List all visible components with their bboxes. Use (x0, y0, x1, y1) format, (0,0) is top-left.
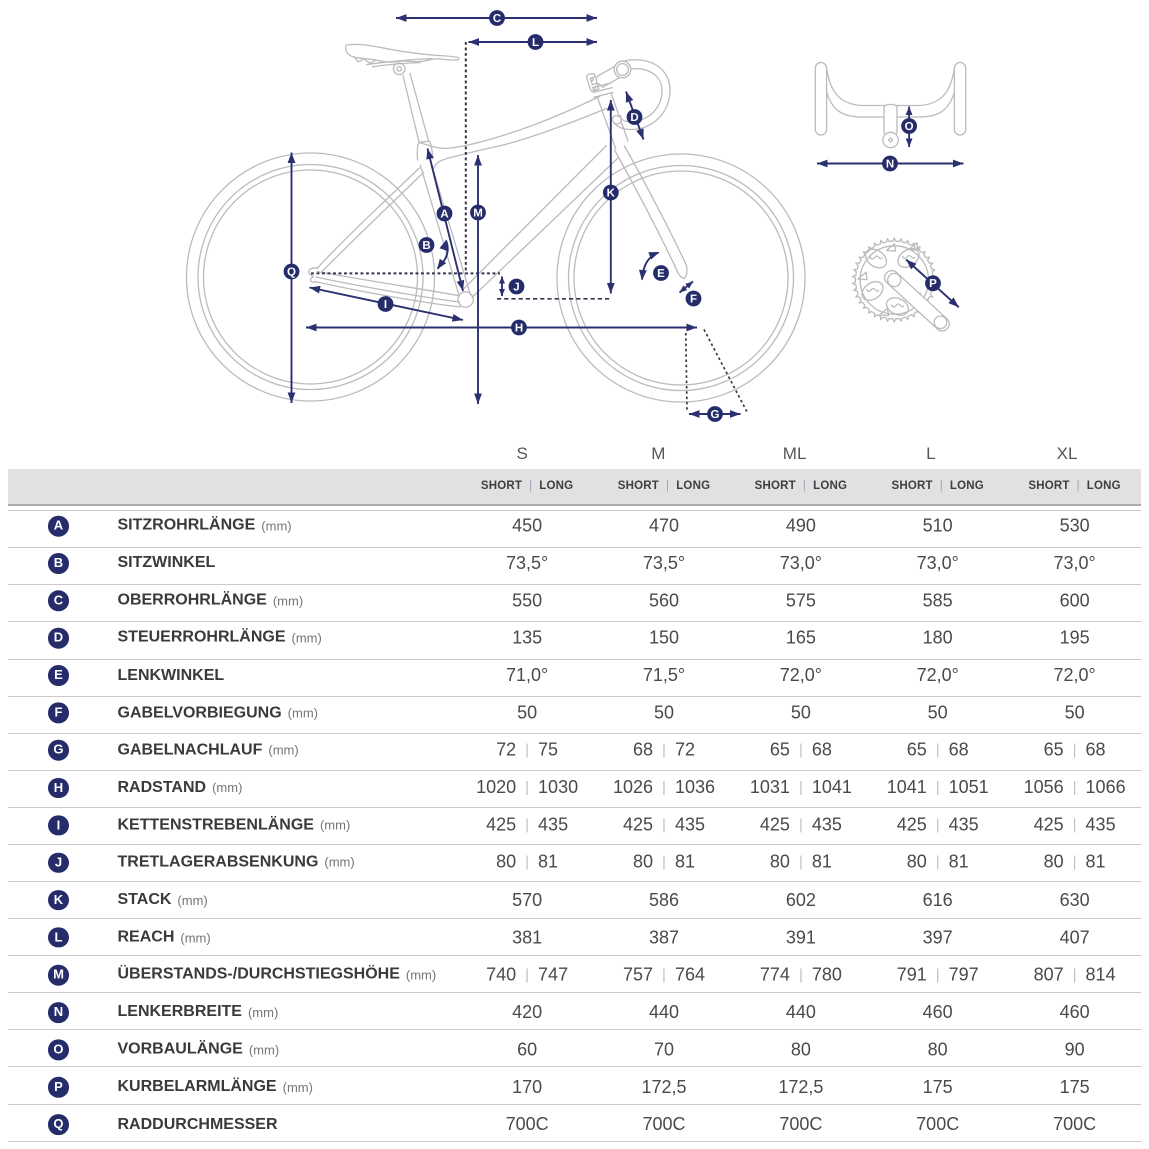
svg-text:L: L (532, 37, 539, 49)
svg-text:H: H (515, 322, 523, 334)
svg-text:G: G (711, 409, 720, 421)
svg-text:A: A (440, 208, 448, 220)
svg-text:I: I (384, 299, 387, 311)
svg-text:N: N (886, 158, 894, 170)
svg-text:Q: Q (287, 266, 296, 278)
svg-text:M: M (473, 207, 483, 219)
svg-text:F: F (690, 293, 697, 305)
svg-text:J: J (513, 281, 519, 293)
svg-text:C: C (493, 13, 501, 25)
svg-text:O: O (905, 121, 914, 133)
svg-text:D: D (630, 112, 638, 124)
svg-text:P: P (929, 278, 937, 290)
svg-text:K: K (607, 187, 616, 199)
svg-text:E: E (657, 268, 665, 280)
svg-text:B: B (422, 240, 430, 252)
